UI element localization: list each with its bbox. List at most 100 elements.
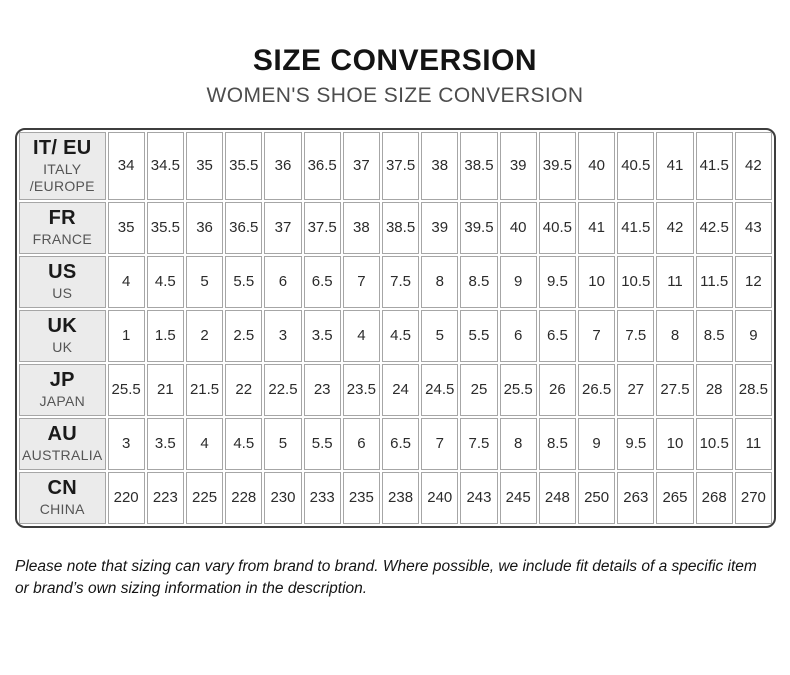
page-subtitle: WOMEN'S SHOE SIZE CONVERSION (206, 84, 584, 107)
size-cell: 41 (577, 201, 616, 254)
row-region: AUSTRALIA (22, 447, 103, 464)
size-cell: 5.5 (225, 255, 263, 308)
size-cell: 4.5 (146, 255, 184, 308)
size-cell: 40 (499, 201, 537, 254)
size-cell: 5 (185, 255, 224, 308)
page-title: SIZE CONVERSION (252, 44, 538, 77)
size-cell: 35.5 (146, 201, 184, 254)
size-cell: 263 (617, 471, 655, 524)
size-cell: 3 (264, 309, 302, 362)
size-cell: 9 (734, 309, 772, 362)
size-cell: 39 (421, 201, 459, 254)
size-cell: 9.5 (538, 255, 576, 308)
size-cell: 9 (577, 417, 616, 470)
row-code: UK (47, 315, 78, 338)
size-cell: 8.5 (538, 417, 576, 470)
size-cell: 11.5 (695, 255, 733, 308)
size-cell: 21.5 (185, 363, 224, 416)
size-cell: 223 (146, 471, 184, 524)
size-cell: 6.5 (303, 255, 341, 308)
size-cell: 27 (617, 363, 655, 416)
size-cell: 40.5 (538, 201, 576, 254)
size-cell: 5 (421, 309, 459, 362)
size-cell: 8.5 (460, 255, 498, 308)
row-region: US (52, 285, 73, 302)
row-header: US US (19, 255, 106, 308)
size-cell: 265 (656, 471, 694, 524)
table-row: AU AUSTRALIA 3 3.5 4 4.5 5 5.5 6 6.5 7 7.5 8 8.5 9 9.5 1… (19, 417, 772, 470)
size-cell: 4.5 (225, 417, 263, 470)
size-cell: 3.5 (303, 309, 341, 362)
table-row: IT/ EU ITALY /EUROPE 34 34.5 35 35.5 36 36.5 37 3… (19, 132, 772, 200)
size-cell: 37.5 (303, 201, 341, 254)
size-cell: 7.5 (617, 309, 655, 362)
size-cell: 4 (185, 417, 224, 470)
size-cell: 8.5 (695, 309, 733, 362)
size-cell: 6.5 (381, 417, 420, 470)
size-cell: 248 (538, 471, 576, 524)
size-cell: 36.5 (225, 201, 263, 254)
size-cell: 228 (225, 471, 263, 524)
size-cell: 22 (225, 363, 263, 416)
size-cell: 11 (656, 255, 694, 308)
size-cell: 39 (499, 132, 537, 200)
size-cell: 36 (264, 132, 302, 200)
size-cell: 28 (695, 363, 733, 416)
size-cell: 3 (107, 417, 145, 470)
size-cell: 37 (342, 132, 380, 200)
size-cell: 240 (421, 471, 459, 524)
size-cell: 268 (695, 471, 733, 524)
size-cell: 41.5 (617, 201, 655, 254)
size-cell: 2 (185, 309, 224, 362)
size-conversion-table: IT/ EU ITALY /EUROPE 34 34.5 35 35.5 36 36.5 37 3… (17, 130, 774, 526)
table-row: JP JAPAN 25.5 21 21.5 22 22.5 23 23.5 24 24.5 25 25.… (19, 363, 772, 416)
table-row: UK UK 1 1.5 2 2.5 3 3.5 4 4.5 5 5.5 6 6.5 7 7.5 8 8.5 9 (19, 309, 772, 362)
size-cell: 22.5 (264, 363, 302, 416)
size-cell: 7.5 (460, 417, 498, 470)
size-cell: 8 (499, 417, 537, 470)
size-cell: 39.5 (460, 201, 498, 254)
row-header: JP JAPAN (19, 363, 106, 416)
size-cell: 42 (656, 201, 694, 254)
size-cell: 37.5 (381, 132, 420, 200)
size-cell: 42 (734, 132, 772, 200)
size-cell: 6 (264, 255, 302, 308)
row-region: JAPAN (39, 393, 86, 410)
size-cell: 38.5 (460, 132, 498, 200)
size-cell: 7 (577, 309, 616, 362)
size-cell: 41.5 (695, 132, 733, 200)
size-cell: 4 (107, 255, 145, 308)
row-header: IT/ EU ITALY /EUROPE (19, 132, 106, 200)
size-cell: 39.5 (538, 132, 576, 200)
size-cell: 250 (577, 471, 616, 524)
size-cell: 10.5 (617, 255, 655, 308)
size-cell: 40 (577, 132, 616, 200)
size-cell: 230 (264, 471, 302, 524)
row-header: FR FRANCE (19, 201, 106, 254)
row-code: CN (47, 477, 78, 500)
size-cell: 35 (185, 132, 224, 200)
size-cell: 6 (499, 309, 537, 362)
row-code: JP (49, 369, 75, 392)
size-cell: 2.5 (225, 309, 263, 362)
size-cell: 5.5 (460, 309, 498, 362)
size-cell: 270 (734, 471, 772, 524)
size-cell: 28.5 (734, 363, 772, 416)
size-cell: 233 (303, 471, 341, 524)
table-row: US US 4 4.5 5 5.5 6 6.5 7 7.5 8 8.5 9 9.5 10 10.5 11 11.5… (19, 255, 772, 308)
size-cell: 10.5 (695, 417, 733, 470)
size-cell: 36.5 (303, 132, 341, 200)
size-cell: 9 (499, 255, 537, 308)
size-table-body: IT/ EU ITALY /EUROPE 34 34.5 35 35.5 36 36.5 37 3… (19, 132, 772, 524)
size-cell: 243 (460, 471, 498, 524)
table-row: CN CHINA 220 223 225 228 230 233 235 238 240 243 245… (19, 471, 772, 524)
size-conversion-table-frame: IT/ EU ITALY /EUROPE 34 34.5 35 35.5 36 36.5 37 3… (15, 128, 776, 528)
size-cell: 42.5 (695, 201, 733, 254)
size-cell: 10 (656, 417, 694, 470)
size-cell: 10 (577, 255, 616, 308)
size-cell: 43 (734, 201, 772, 254)
size-cell: 3.5 (146, 417, 184, 470)
row-region: UK (52, 339, 73, 356)
size-cell: 7 (342, 255, 380, 308)
size-cell: 11 (734, 417, 772, 470)
